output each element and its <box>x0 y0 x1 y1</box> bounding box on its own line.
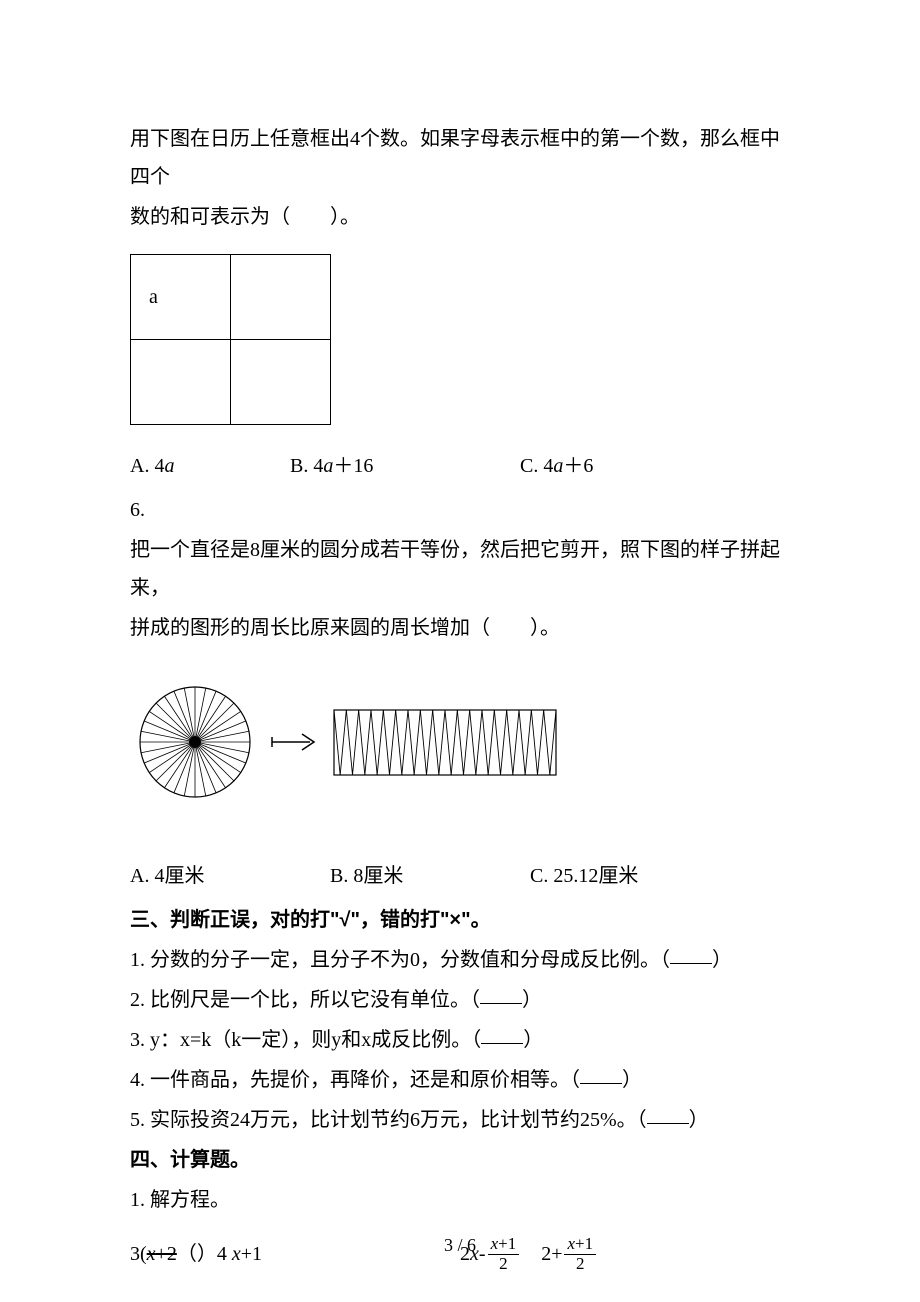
q5-intro-line1: 用下图在日历上任意框出4个数。如果字母表示框中的第一个数，那么框中四个 <box>130 120 790 196</box>
arrow-icon <box>270 727 320 757</box>
section4-title: 四、计算题。 <box>130 1141 790 1179</box>
q6-line2: 拼成的图形的周长比原来圆的周长增加（ ）。 <box>130 609 790 647</box>
q5-intro-line2: 数的和可表示为（ ）。 <box>130 198 790 236</box>
q5-option-b: B. 4a＋16 <box>290 447 520 485</box>
section3-item-3: 3. y：x=k（k一定），则y和x成反比例。（） <box>130 1021 790 1059</box>
blank-input[interactable] <box>580 1064 622 1084</box>
q5-grid-cell-b <box>231 255 331 340</box>
q6-number: 6. <box>130 491 790 529</box>
blank-input[interactable] <box>481 1024 523 1044</box>
q5-grid: a <box>130 254 331 425</box>
q5-grid-cell-a: a <box>131 255 231 340</box>
section3-item-2: 2. 比例尺是一个比，所以它没有单位。（） <box>130 981 790 1019</box>
q5-option-a: A. 4a <box>130 447 290 485</box>
blank-input[interactable] <box>670 944 712 964</box>
q5-grid-cell-c <box>131 340 231 425</box>
blank-input[interactable] <box>480 984 522 1004</box>
q6-diagram <box>130 677 790 807</box>
section4-sub1: 1. 解方程。 <box>130 1181 790 1219</box>
section3-item-4: 4. 一件商品，先提价，再降价，还是和原价相等。（） <box>130 1061 790 1099</box>
q5-option-c: C. 4a＋6 <box>520 447 720 485</box>
section3-item-5: 5. 实际投资24万元，比计划节约6万元，比计划节约25%。（） <box>130 1101 790 1139</box>
page-number: 3 / 6 <box>0 1228 920 1262</box>
blank-input[interactable] <box>647 1104 689 1124</box>
q6-options: A. 4厘米 B. 8厘米 C. 25.12厘米 <box>130 857 790 895</box>
q6-option-c: C. 25.12厘米 <box>530 857 730 895</box>
q6-option-a: A. 4厘米 <box>130 857 330 895</box>
circle-sectors-icon <box>130 677 260 807</box>
q6-line1: 把一个直径是8厘米的圆分成若干等份，然后把它剪开，照下图的样子拼起来， <box>130 531 790 607</box>
section3-title: 三、判断正误，对的打"√"，错的打"×"。 <box>130 901 790 939</box>
q6-option-b: B. 8厘米 <box>330 857 530 895</box>
q5-grid-cell-d <box>231 340 331 425</box>
section3-item-1: 1. 分数的分子一定，且分子不为0，分数值和分母成反比例。（） <box>130 941 790 979</box>
wave-rectangle-icon <box>330 700 560 785</box>
q5-options: A. 4a B. 4a＋16 C. 4a＋6 <box>130 447 790 485</box>
